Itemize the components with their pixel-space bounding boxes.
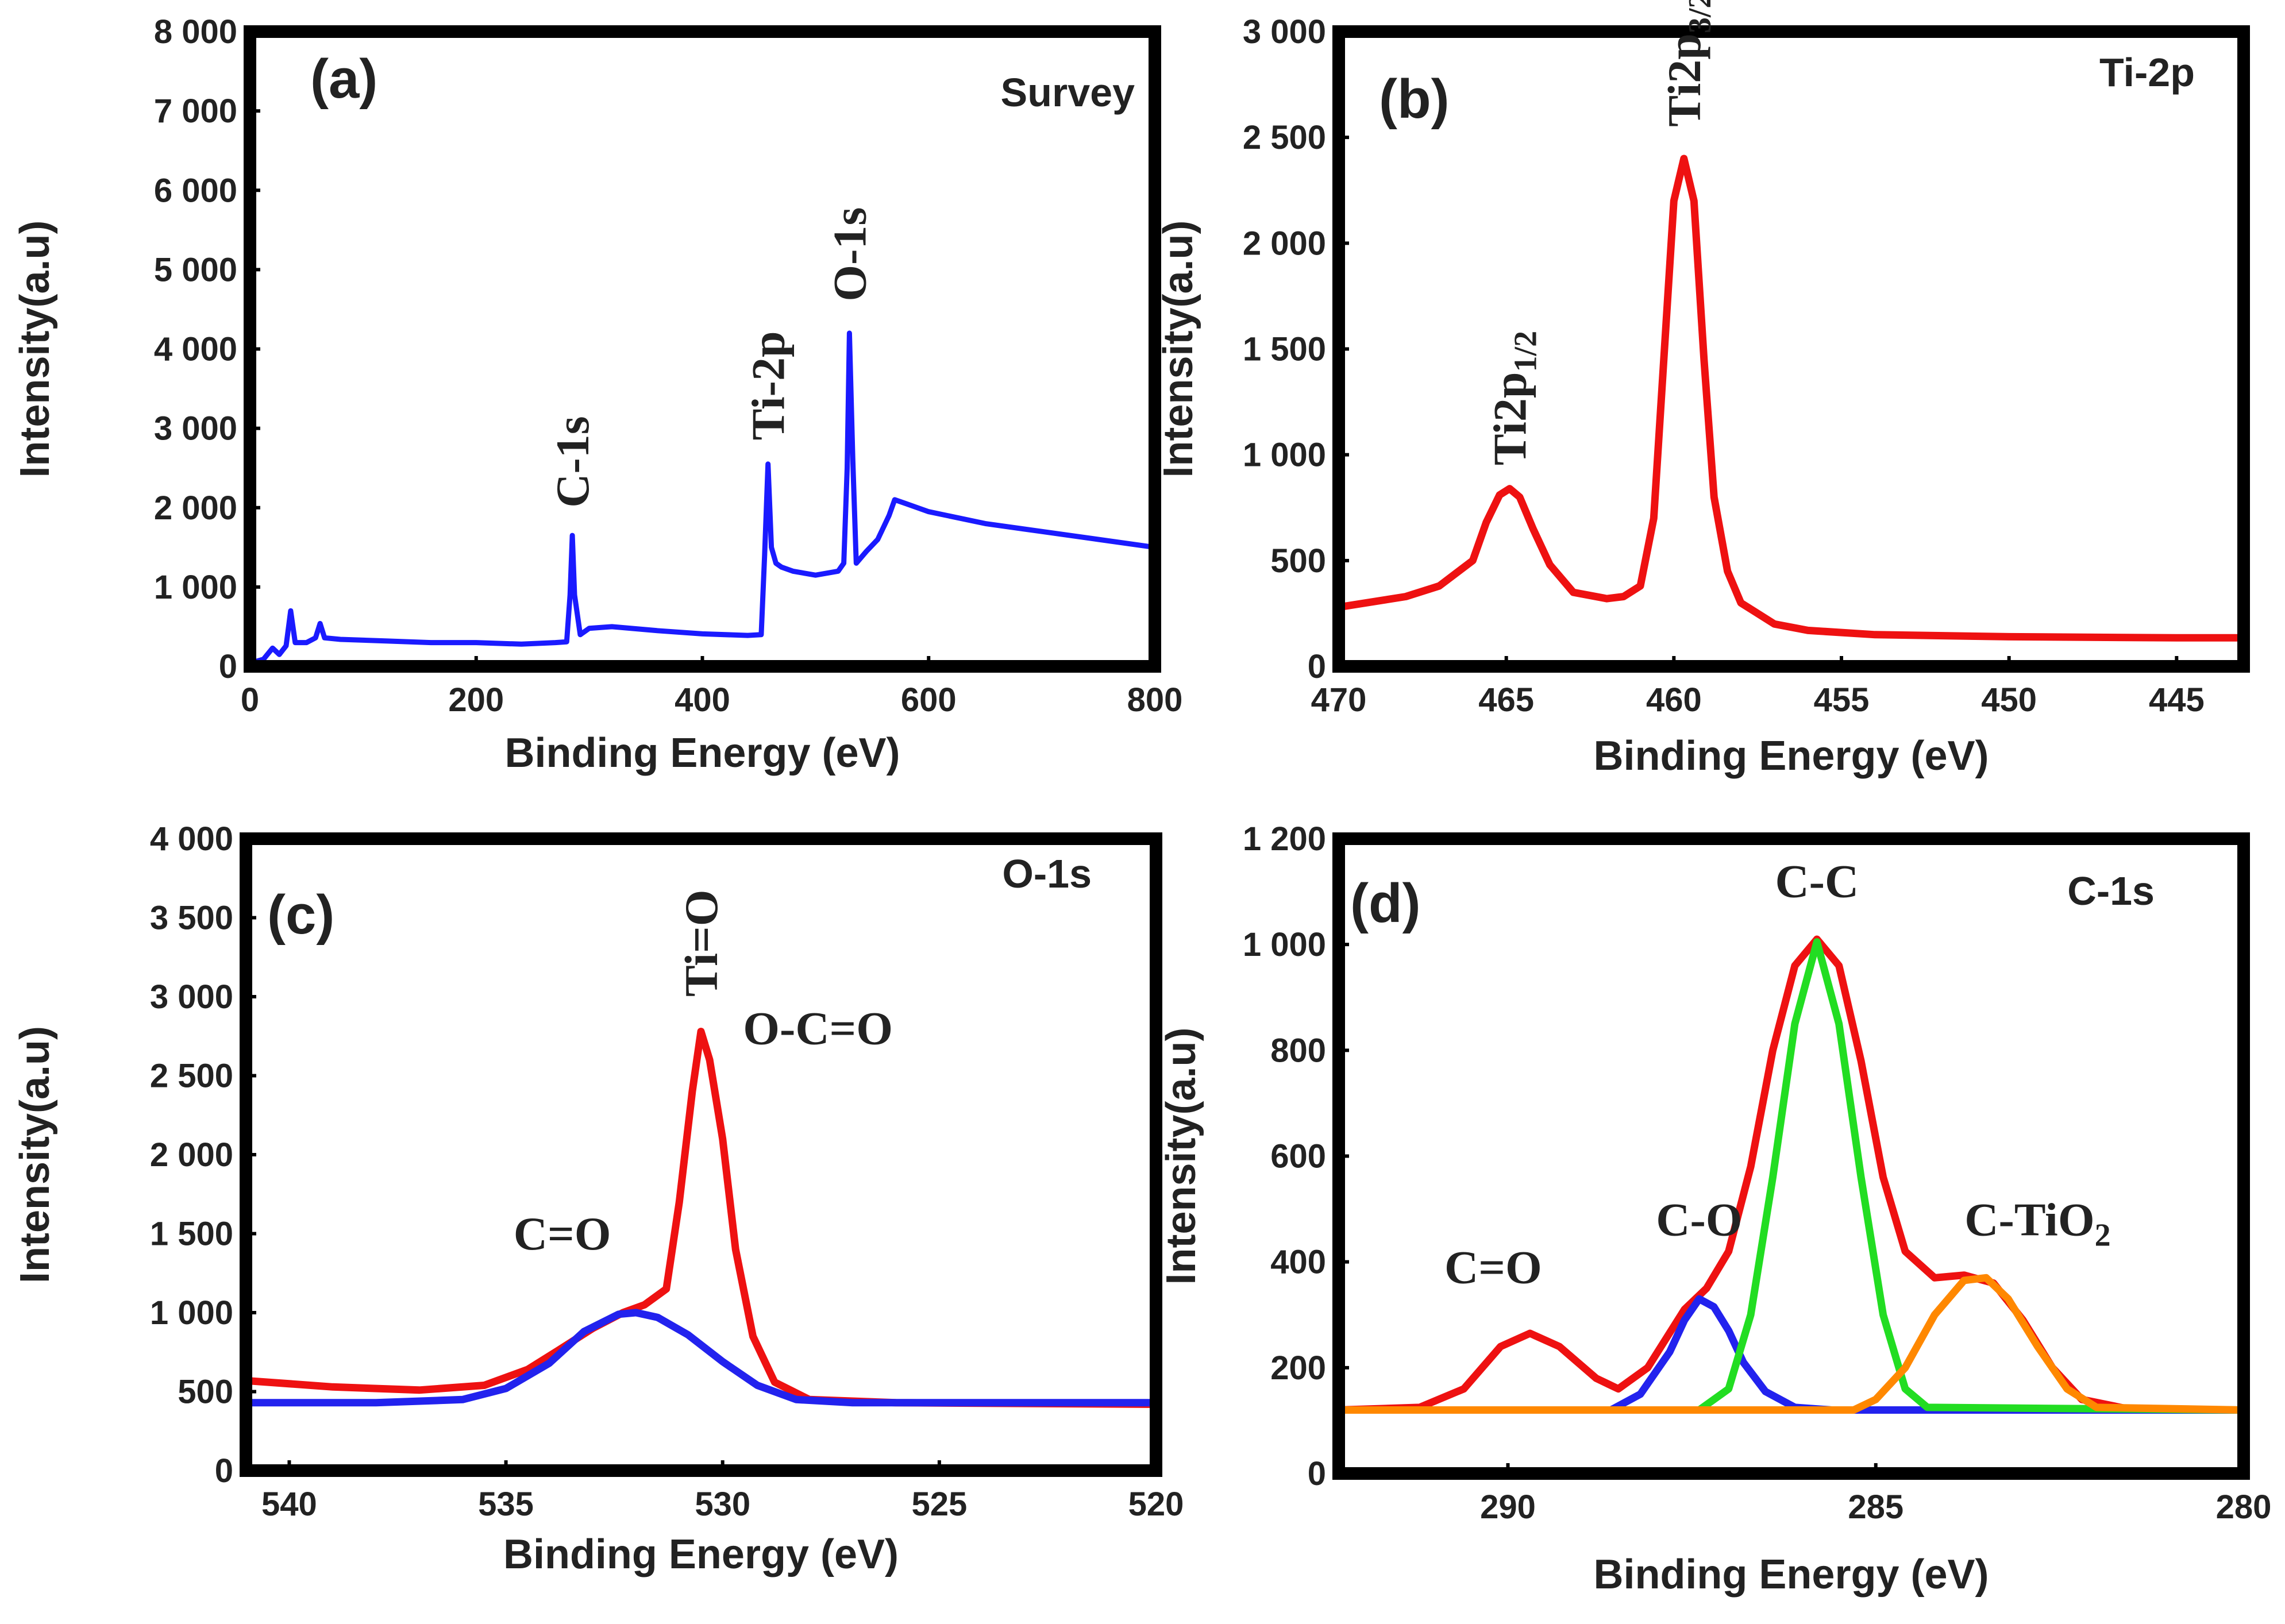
panel-title: Ti-2p [2099,50,2195,95]
ytick-label: 2 000 [1243,225,1326,262]
ytick-label: 1 000 [150,1294,233,1332]
peak-annotation: Ti2p3/2 [1658,0,1718,127]
panel-label: (a) [310,48,377,110]
xtick-label: 470 [1311,681,1367,719]
ytick-label: 3 000 [150,978,233,1016]
ytick-label: 1 200 [1243,820,1326,858]
ytick-label: 3 000 [154,410,237,448]
ytick-label: 0 [215,1452,233,1490]
ytick-label: 400 [1270,1244,1326,1281]
ytick-label: 800 [1270,1032,1326,1069]
series-line-c-c [1339,938,2244,1414]
x-axis-label: Binding Energy (eV) [1593,733,1989,779]
panel-label: (c) [267,884,334,946]
peak-annotation: Ti2p1/2 [1484,331,1544,465]
panel-title: O-1s [1002,851,1092,896]
ytick-label: 1 500 [1243,331,1326,368]
xtick-label: 450 [1981,681,2037,719]
xtick-label: 460 [1646,681,1702,719]
ytick-label: 7 000 [154,92,237,130]
y-axis-label: Intensity(a.u) [12,1026,58,1283]
ytick-label: 0 [1308,1455,1326,1492]
xtick-label: 455 [1814,681,1870,719]
series-line-c-tio2 [1339,1274,2244,1414]
ytick-label: 2 500 [1243,119,1326,156]
ytick-label: 1 000 [1243,926,1326,963]
xtick-label: 530 [695,1486,750,1523]
xtick-label: 520 [1128,1486,1184,1523]
peak-annotation: C-TiO2 [1964,1194,2110,1253]
ytick-label: 8 000 [154,13,237,51]
plot-frame [244,25,1161,673]
panel-c: 0 500 1 000 1 500 2 000 2 500 3 000 3 500 4 000 5… [12,820,1184,1577]
xtick-label: 600 [901,681,957,719]
ytick-label: 2 500 [150,1058,233,1095]
ytick-label: 500 [1270,542,1326,580]
panel-d: 0 200 400 600 800 1 000 1 200 290 285 280 (d) C-1s B… [1158,820,2271,1598]
x-axis-label: Binding Energy (eV) [504,730,900,776]
panel-a: 0 1 000 2 000 3 000 4 000 5 000 6 000 7 000 8 00… [12,13,1182,776]
plot-frame [240,832,1162,1477]
xtick-label: 445 [2149,681,2205,719]
xtick-label: 400 [675,681,730,719]
ytick-label: 6 000 [154,172,237,209]
x-axis-label: Binding Energy (eV) [503,1532,899,1577]
ytick-label: 5 000 [154,251,237,288]
plot-frame [1332,25,2250,673]
ytick-label: 2 000 [154,489,237,527]
peak-annotation: O-C=O [743,1002,893,1055]
y-axis-label: Intensity(a.u) [1158,1027,1204,1284]
x-axis-label: Binding Energy (eV) [1593,1552,1989,1598]
xtick-label: 540 [261,1486,317,1523]
xtick-label: 200 [448,681,504,719]
series-line-fit [1339,155,2244,642]
xtick-label: 535 [478,1486,534,1523]
series-line-c-o [1339,1295,2244,1414]
ytick-label: 1 000 [154,569,237,606]
peak-annotation: Ti-2p [742,331,795,440]
ytick-label: 600 [1270,1138,1326,1175]
ytick-label: 0 [219,648,237,685]
peak-annotation: C-O [1656,1194,1742,1246]
panel-b: 0 500 1 000 1 500 2 000 2 500 3 000 470 465 460 45… [1155,0,2250,779]
ytick-label: 3 500 [150,900,233,937]
xtick-label: 800 [1127,681,1183,719]
y-axis-label: Intensity(a.u) [1155,220,1201,477]
peak-annotation: Ti=O [675,889,727,997]
xtick-label: 465 [1478,681,1534,719]
peak-annotation: C=O [514,1208,611,1260]
xtick-label: 290 [1480,1488,1536,1526]
plot-frame [1332,832,2250,1480]
panel-title: C-1s [2067,869,2155,913]
xtick-label: 280 [2216,1488,2272,1526]
ytick-label: 1 500 [150,1216,233,1253]
series-line-survey-spectrum [250,330,1155,666]
series-line-fit [246,1028,1156,1408]
panel-title: Survey [1001,70,1135,115]
ytick-label: 2 000 [150,1136,233,1174]
ytick-label: 200 [1270,1349,1326,1387]
series-line-component [246,1309,1156,1407]
series-line-fit [1339,935,2244,1414]
xtick-label: 525 [911,1486,967,1523]
y-axis-label: Intensity(a.u) [12,220,58,477]
panel-label: (b) [1379,68,1450,130]
peak-annotation: C=O [1444,1241,1542,1294]
xtick-label: 0 [241,681,259,719]
ytick-label: 4 000 [154,331,237,368]
xtick-label: 285 [1848,1488,1903,1526]
peak-annotation: C-1s [546,416,599,507]
panel-label: (d) [1350,873,1421,934]
ytick-label: 1 000 [1243,437,1326,474]
peak-annotation: C-C [1775,855,1859,907]
peak-annotation: O-1s [823,207,876,302]
ytick-label: 500 [178,1374,233,1411]
ytick-label: 3 000 [1243,13,1326,51]
ytick-label: 4 000 [150,820,233,858]
ytick-label: 0 [1308,648,1326,685]
